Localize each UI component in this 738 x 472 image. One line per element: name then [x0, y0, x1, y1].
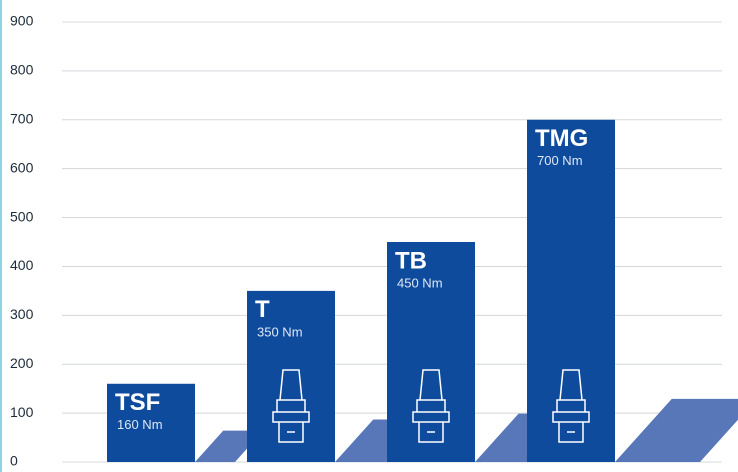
- frame-edge: [0, 0, 2, 472]
- y-tick-label: 600: [10, 159, 34, 175]
- bar-name: T: [255, 296, 270, 323]
- bar: [387, 242, 475, 462]
- y-tick-label: 900: [10, 13, 34, 29]
- value-label: 160 Nm: [117, 417, 163, 432]
- tool-icon: [412, 369, 450, 443]
- y-tick-label: 300: [10, 306, 34, 322]
- bar-name: TMG: [535, 125, 588, 152]
- value-label: 700 Nm: [537, 153, 583, 168]
- y-tick-label: 200: [10, 355, 34, 371]
- bar: [107, 383, 195, 462]
- bar-shadow: [615, 398, 738, 462]
- bar: [527, 119, 615, 463]
- value-label: 350 Nm: [257, 324, 303, 339]
- tool-icon: [552, 369, 590, 443]
- y-tick-label: 400: [10, 257, 34, 273]
- bar-name: TSF: [115, 389, 160, 416]
- y-tick-label: 700: [10, 110, 34, 126]
- value-label: 450 Nm: [397, 275, 443, 290]
- bar: [247, 290, 335, 462]
- y-tick-label: 0: [10, 453, 18, 469]
- y-tick-label: 500: [10, 208, 34, 224]
- y-tick-label: 100: [10, 404, 34, 420]
- tool-icon: [272, 369, 310, 443]
- y-tick-label: 800: [10, 62, 34, 78]
- bar-name: TB: [395, 247, 427, 274]
- bar-shadow: [195, 430, 264, 462]
